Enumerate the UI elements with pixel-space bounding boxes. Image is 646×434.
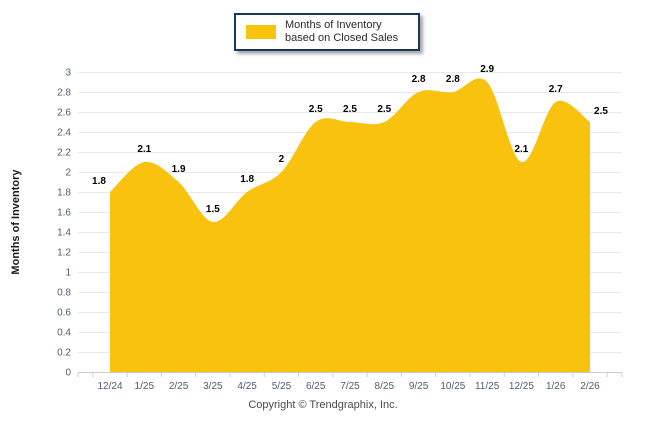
data-label: 1.5 — [206, 204, 220, 215]
data-label: 2.5 — [377, 104, 391, 115]
y-tick-label: 1 — [65, 268, 71, 279]
y-tick-label: 0 — [65, 368, 71, 379]
x-tick-label: 4/25 — [237, 381, 257, 392]
y-tick-label: 1.4 — [57, 228, 71, 239]
legend: Months of Inventory based on Closed Sale… — [234, 13, 420, 52]
y-tick-label: 3 — [65, 68, 71, 79]
data-label: 2.7 — [549, 84, 563, 95]
x-tick-label: 6/25 — [306, 381, 326, 392]
data-label: 2.5 — [309, 104, 323, 115]
data-label: 1.8 — [92, 176, 106, 187]
data-label: 2.5 — [594, 106, 608, 117]
x-tick-label: 5/25 — [272, 381, 292, 392]
data-label: 1.9 — [172, 164, 186, 175]
x-tick-label: 1/25 — [135, 381, 155, 392]
data-label: 2.9 — [480, 64, 494, 75]
data-label: 2.5 — [343, 104, 357, 115]
y-tick-label: 0.4 — [57, 328, 71, 339]
y-tick-label: 1.8 — [57, 188, 71, 199]
y-tick-label: 2 — [65, 168, 71, 179]
data-label: 2.1 — [137, 144, 151, 155]
y-tick-label: 0.8 — [57, 288, 71, 299]
x-tick-label: 7/25 — [340, 381, 360, 392]
area-series — [110, 78, 590, 373]
data-label: 1.8 — [240, 174, 254, 185]
x-tick-label: 11/25 — [475, 381, 500, 392]
x-tick-label: 2/26 — [580, 381, 600, 392]
x-tick-label: 3/25 — [203, 381, 223, 392]
x-tick-label: 8/25 — [375, 381, 395, 392]
x-tick-label: 12/24 — [97, 381, 122, 392]
y-tick-label: 2.6 — [57, 108, 71, 119]
copyright-text: Copyright © Trendgraphix, Inc. — [248, 399, 398, 411]
x-tick-label: 1/26 — [546, 381, 566, 392]
y-tick-label: 1.6 — [57, 208, 71, 219]
data-label: 2.1 — [514, 144, 528, 155]
x-tick-label: 2/25 — [169, 381, 189, 392]
y-tick-label: 2.8 — [57, 88, 71, 99]
y-tick-label: 0.6 — [57, 308, 71, 319]
y-tick-label: 1.2 — [57, 248, 71, 259]
x-tick-label: 9/25 — [409, 381, 429, 392]
y-tick-label: 2.4 — [57, 128, 71, 139]
legend-label: Months of Inventory based on Closed Sale… — [285, 19, 399, 45]
data-label: 2.8 — [446, 74, 460, 85]
data-label: 2.8 — [412, 74, 426, 85]
x-tick-label: 12/25 — [509, 381, 534, 392]
y-tick-label: 2.2 — [57, 148, 71, 159]
x-tick-label: 10/25 — [440, 381, 465, 392]
legend-swatch-icon — [246, 25, 276, 40]
data-label: 2 — [279, 154, 285, 165]
y-tick-label: 0.2 — [57, 348, 71, 359]
